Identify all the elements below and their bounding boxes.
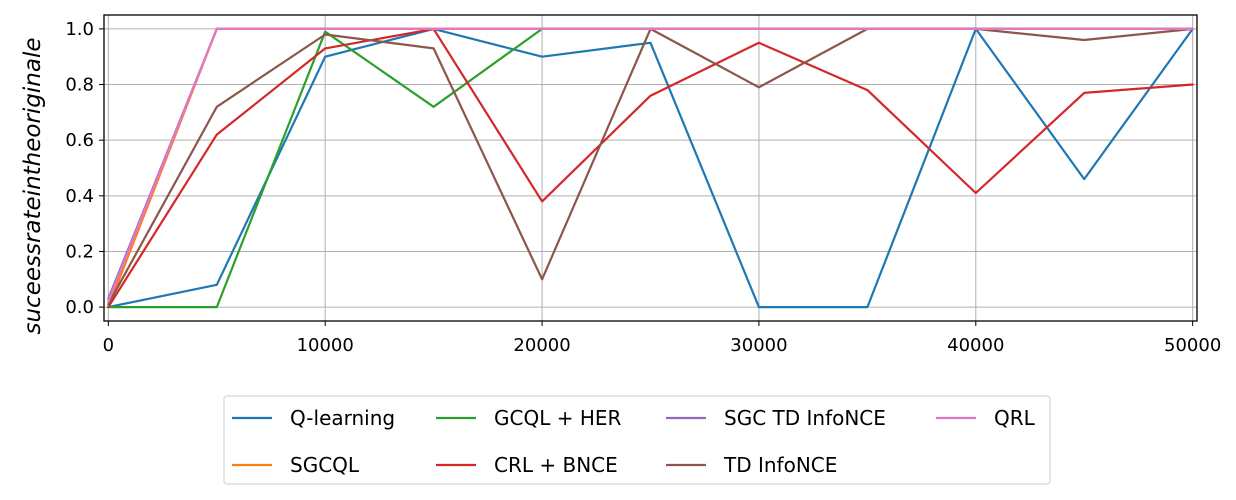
y-tick-label: 1.0 [65, 19, 94, 40]
series-line-q-learning [107, 27, 1194, 309]
legend-label-crl-bnce: CRL + BNCE [494, 453, 618, 477]
legend-frame [223, 395, 1051, 485]
series-line-crl-bnce [107, 27, 1194, 309]
y-tick-label: 0.8 [65, 75, 94, 96]
y-axis-label: suceessrateintheoriginale [20, 37, 46, 334]
series-line-qrl [107, 27, 1194, 303]
y-tick-label: 0.2 [65, 241, 94, 262]
legend-label-q-learning: Q-learning [290, 406, 395, 430]
y-tick-label: 0.4 [65, 186, 94, 207]
legend-entries: Q-learning GCQL + HER SGC TD InfoNCE QRL SGC… [232, 406, 1036, 477]
axis-ticks: 0 10000 20000 30000 40000 50000 0.0 0.2 0.4 0.6 0.… [65, 19, 1221, 356]
legend: Q-learning GCQL + HER SGC TD InfoNCE QRL SGC… [223, 395, 1051, 485]
y-tick-label: 0.0 [65, 297, 94, 318]
x-tick-label: 0 [103, 335, 114, 356]
series-lines [107, 27, 1194, 309]
y-tick-label: 0.6 [65, 130, 94, 151]
legend-label-qrl: QRL [994, 406, 1036, 430]
legend-label-td-infonce: TD InfoNCE [723, 453, 837, 477]
legend-label-sgcql: SGCQL [290, 453, 360, 477]
legend-label-sgc-td-infonce: SGC TD InfoNCE [724, 406, 886, 430]
x-tick-label: 10000 [297, 335, 354, 356]
x-tick-label: 50000 [1164, 335, 1221, 356]
x-tick-label: 20000 [513, 335, 570, 356]
legend-label-gcql-her: GCQL + HER [494, 406, 621, 430]
x-tick-label: 30000 [730, 335, 787, 356]
plot-frame [103, 14, 1198, 322]
grid [104, 15, 1197, 321]
x-tick-label: 40000 [947, 335, 1004, 356]
